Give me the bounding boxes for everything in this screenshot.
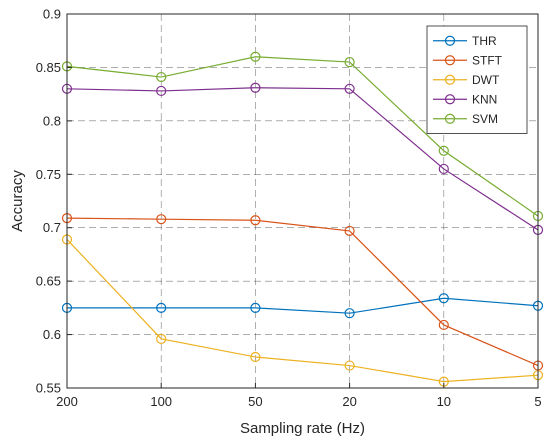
data-point-stft — [156, 214, 167, 225]
series-line-thr — [67, 297, 539, 314]
legend-item-stft: STFT — [433, 53, 503, 67]
series-line-svm — [66, 56, 539, 217]
y-tick-label: 0.55 — [36, 381, 61, 396]
legend-item-svm: SVM — [433, 112, 498, 126]
data-point-knn — [438, 163, 449, 175]
data-point-thr — [250, 302, 261, 313]
legend: THR STFT DWT KNN SVM — [426, 25, 528, 134]
data-point-knn — [156, 85, 167, 97]
legend-marker-knn — [444, 94, 456, 105]
data-point-dwt — [250, 351, 261, 363]
data-point-stft — [250, 215, 261, 226]
series-stft — [61, 212, 544, 371]
y-axis-label: Accuracy — [9, 170, 26, 232]
x-tick-label: 20 — [342, 394, 356, 409]
y-tick-label: 0.8 — [43, 113, 61, 128]
x-tick-label: 10 — [437, 394, 451, 409]
data-point-dwt — [344, 360, 355, 371]
y-tick-label: 0.6 — [43, 327, 61, 342]
legend-label-dwt: DWT — [472, 73, 500, 87]
legend-label-svm: SVM — [472, 112, 498, 126]
y-tick-label: 0.75 — [36, 167, 61, 182]
legend-item-dwt: DWT — [433, 73, 500, 87]
x-tick-label: 50 — [248, 394, 262, 409]
legend-marker-thr — [444, 35, 456, 46]
x-axis-label: Sampling rate (Hz) — [240, 420, 365, 437]
data-point-thr — [438, 293, 449, 304]
data-point-svm — [438, 145, 449, 156]
data-point-dwt — [156, 333, 167, 344]
data-point-stft — [344, 225, 355, 237]
series-group — [61, 51, 544, 387]
y-tick-label: 0.65 — [36, 274, 61, 289]
data-point-thr — [344, 308, 355, 319]
legend-marker-stft — [444, 55, 456, 66]
x-tick-label: 5 — [534, 394, 541, 409]
y-tick-label: 0.7 — [43, 220, 61, 235]
plot-frame — [66, 13, 539, 389]
legend-label-stft: STFT — [472, 53, 503, 67]
x-tick-label: 100 — [150, 394, 172, 409]
data-point-svm — [156, 71, 167, 83]
data-point-knn — [250, 82, 261, 93]
data-point-stft — [438, 319, 449, 331]
axis-ticks: 200 100 50 20 10 5 0.55 0.6 0.65 0.7 0.75 0.8 0.85 0.… — [36, 7, 542, 410]
legend-marker-svm — [444, 113, 456, 124]
data-point-thr — [156, 302, 167, 313]
grid-lines — [67, 14, 538, 388]
series-thr — [61, 293, 544, 319]
legend-item-knn: KNN — [433, 92, 497, 106]
data-point-knn — [344, 83, 355, 94]
series-line-knn — [66, 87, 539, 231]
legend-label-knn: KNN — [472, 92, 497, 106]
x-tick-label: 200 — [56, 394, 78, 409]
y-tick-label: 0.85 — [36, 60, 61, 75]
y-tick-label: 0.9 — [43, 7, 61, 22]
series-line-stft — [66, 217, 539, 367]
series-line-dwt — [66, 239, 539, 383]
legend-item-thr: THR — [433, 34, 497, 48]
legend-marker-dwt — [444, 74, 456, 85]
series-knn — [61, 82, 544, 235]
data-point-svm — [344, 56, 355, 68]
legend-label-thr: THR — [472, 34, 497, 48]
data-point-svm — [250, 51, 261, 62]
